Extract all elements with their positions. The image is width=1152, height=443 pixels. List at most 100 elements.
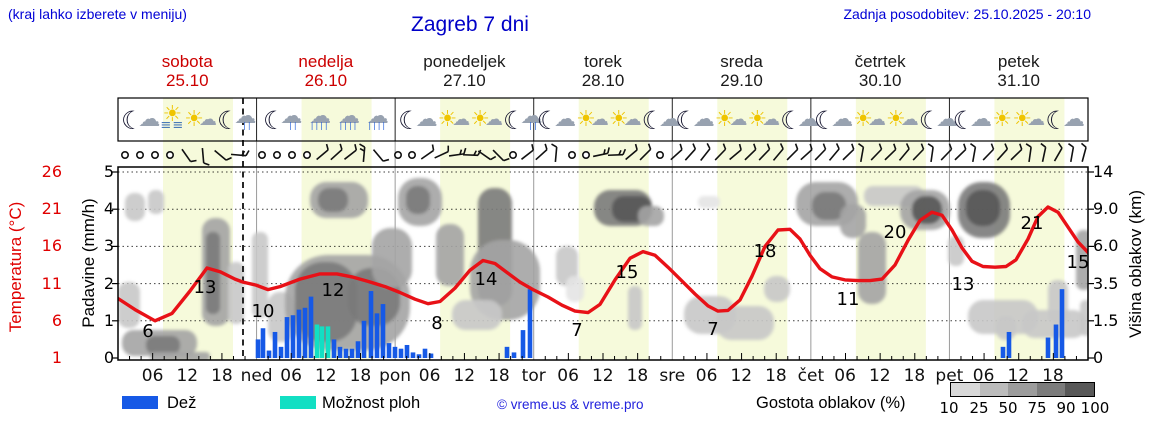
day-date: 25.10 — [166, 71, 209, 90]
wind-barb-feather — [1068, 143, 1074, 148]
temperature-value-label: 7 — [571, 320, 582, 341]
calm-wind-icon — [166, 151, 175, 160]
wind-barb-feather — [531, 144, 535, 151]
wind-barb-icon — [1028, 146, 1032, 163]
calm-wind-icon — [272, 151, 281, 160]
cloud-blob — [912, 196, 942, 224]
last-update-label: Zadnja posodobitev: 25.10.2025 - 20:10 — [843, 6, 1091, 22]
cloud-blob — [764, 276, 790, 302]
calm-wind-icon — [257, 151, 266, 160]
moon-icon: ☾ — [952, 105, 975, 135]
cloud-blob — [966, 190, 1000, 226]
temperature-value-label: 20 — [884, 222, 907, 243]
wind-barb-icon — [670, 149, 683, 161]
wind-barb-icon — [1010, 148, 1023, 161]
hour-label: 06 — [834, 366, 856, 386]
rain-bar — [266, 350, 272, 358]
rain-cloud-icon: ☁ — [309, 104, 332, 130]
temp-tick-label: 26 — [41, 162, 62, 181]
wind-barb-feather — [459, 149, 463, 155]
sun-icon: ☀ — [608, 107, 629, 132]
moon-cloud-weather-icon: ☾ ☁ — [121, 108, 160, 133]
cloud-rain-weather-icon: ☁ |||| — [367, 106, 389, 131]
moon-icon: ☾ — [918, 105, 942, 135]
wind-barb-icon — [714, 148, 727, 161]
raindrops-icon: || — [529, 121, 539, 131]
day-date: 28.10 — [581, 71, 625, 90]
wind-barb-icon — [912, 148, 925, 161]
wind-barb-feather — [753, 143, 757, 150]
wind-barb-feather — [963, 143, 967, 150]
sun-cloud-weather-icon: ☀ ☁ — [1012, 109, 1045, 131]
cloud-blob — [372, 228, 412, 288]
sun-icon: ☀ — [714, 107, 735, 132]
temperature-line — [118, 205, 1088, 323]
sun-icon: ☀ — [747, 107, 768, 132]
wind-barb-icon — [786, 148, 799, 161]
sun-cloud-weather-icon: ☀ ☁ — [470, 109, 503, 131]
cloud-blob — [206, 232, 220, 314]
wind-barb-feather — [970, 143, 976, 148]
hour-label: 06 — [141, 366, 164, 386]
hour-label: 18 — [765, 366, 787, 386]
moon-icon: ☾ — [675, 105, 698, 135]
rain-bar — [260, 328, 266, 358]
raindrops-icon: |||| — [310, 121, 330, 131]
cloud-blob — [125, 193, 145, 221]
calm-wind-icon — [508, 151, 517, 160]
credit-link[interactable]: © vreme.us & vreme.pro — [497, 397, 644, 412]
hour-label: 12 — [591, 366, 614, 386]
moon-cloud-weather-icon: ☾ ☁ — [398, 108, 437, 133]
wind-barb-feather — [905, 143, 910, 150]
day-date: 26.10 — [304, 71, 348, 90]
cloud-blob — [146, 336, 180, 354]
cloud-height-tick-label: 3.5 — [1093, 273, 1119, 293]
wind-barb-icon — [230, 153, 247, 157]
moon-icon: ☾ — [262, 105, 286, 135]
cloud-density-scale-label: 100 — [1080, 399, 1110, 417]
wind-barb-feather — [858, 143, 864, 148]
moon-rain-weather-icon: ☾ ☁ || — [217, 106, 256, 133]
hour-label: 12 — [1007, 366, 1030, 386]
wind-barb-feather — [190, 159, 197, 163]
day-date: 29.10 — [720, 71, 763, 90]
location-menu-hint: (kraj lahko izberete v meniju) — [8, 6, 187, 22]
wind-barb-icon — [729, 149, 742, 161]
sun-cloud-weather-icon: ☀ ☁ — [576, 109, 609, 131]
rain-bar — [380, 304, 386, 358]
wind-barb-feather — [634, 143, 638, 151]
rain-cloud-icon: ☁ — [520, 104, 543, 130]
rain-bar — [520, 330, 526, 358]
rain-bar — [428, 353, 434, 358]
cloud-density-scale — [950, 382, 1095, 397]
precip-tick-label: 1 — [103, 310, 114, 330]
cloud-blob — [150, 352, 210, 360]
day-abbrev-label: pon — [379, 366, 412, 386]
day-abbrev-label: pet — [935, 366, 964, 386]
calm-wind-icon — [407, 151, 416, 160]
day-header-nedelja: nedelja 26.10 — [298, 52, 353, 90]
cloud-blob — [812, 192, 846, 220]
day-name: sobota — [161, 52, 213, 71]
wind-barb-feather — [794, 143, 799, 150]
temperature-value-label: 13 — [952, 274, 975, 295]
raindrops-icon: || — [289, 121, 299, 131]
wind-barb-icon — [700, 148, 711, 162]
wind-barb-icon — [870, 148, 883, 161]
wind-barb-icon — [954, 148, 967, 161]
wind-barb-feather — [851, 143, 855, 150]
wind-barb-feather — [463, 147, 467, 155]
cloud-icon: ☁ — [936, 107, 959, 132]
calm-wind-icon — [136, 151, 145, 160]
day-abbrev-label: ned — [240, 366, 273, 386]
precip-tick-label: 4 — [103, 199, 114, 219]
cloud-blob — [452, 300, 502, 330]
cloud-icon: ☁ — [729, 109, 748, 130]
wind-barb-icon — [462, 153, 479, 157]
rain-bar — [349, 348, 355, 358]
wind-barb-feather — [603, 149, 606, 155]
wind-barb-icon — [434, 150, 449, 159]
wind-barb-icon — [1041, 147, 1047, 163]
wind-barb-icon — [996, 148, 1008, 161]
